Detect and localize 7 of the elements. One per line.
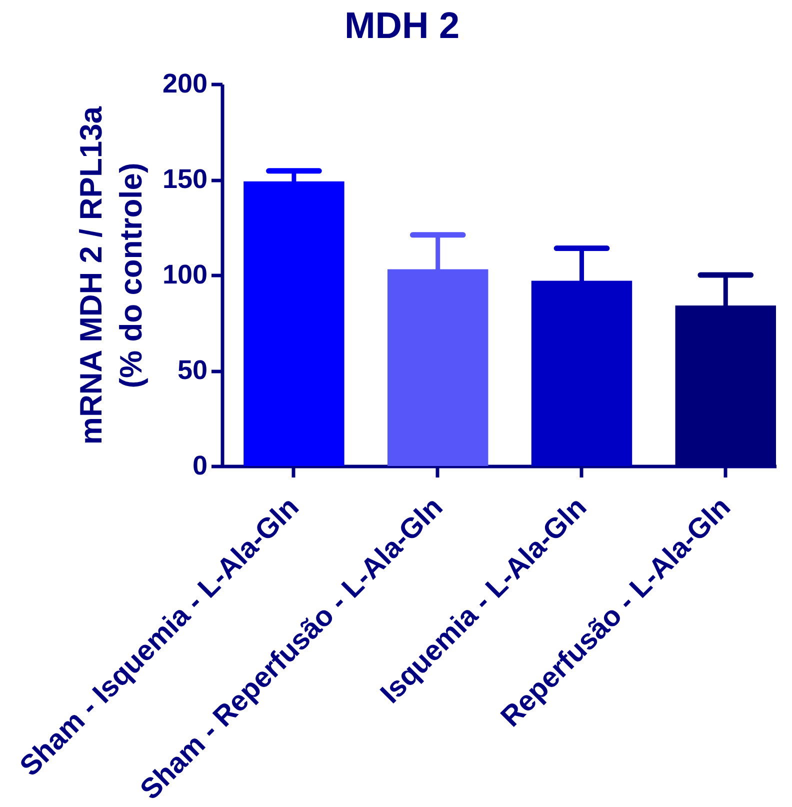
y-tick-label: 200 [162,68,208,98]
y-tick-label: 50 [177,355,208,385]
y-tick-label: 0 [192,450,208,480]
y-tick-label: 150 [162,164,208,194]
y-axis-title: mRNA MDH 2 / RPL13a (% do controle) [73,106,148,445]
y-tick-label: 100 [162,260,208,290]
chart-title: MDH 2 [344,5,460,46]
